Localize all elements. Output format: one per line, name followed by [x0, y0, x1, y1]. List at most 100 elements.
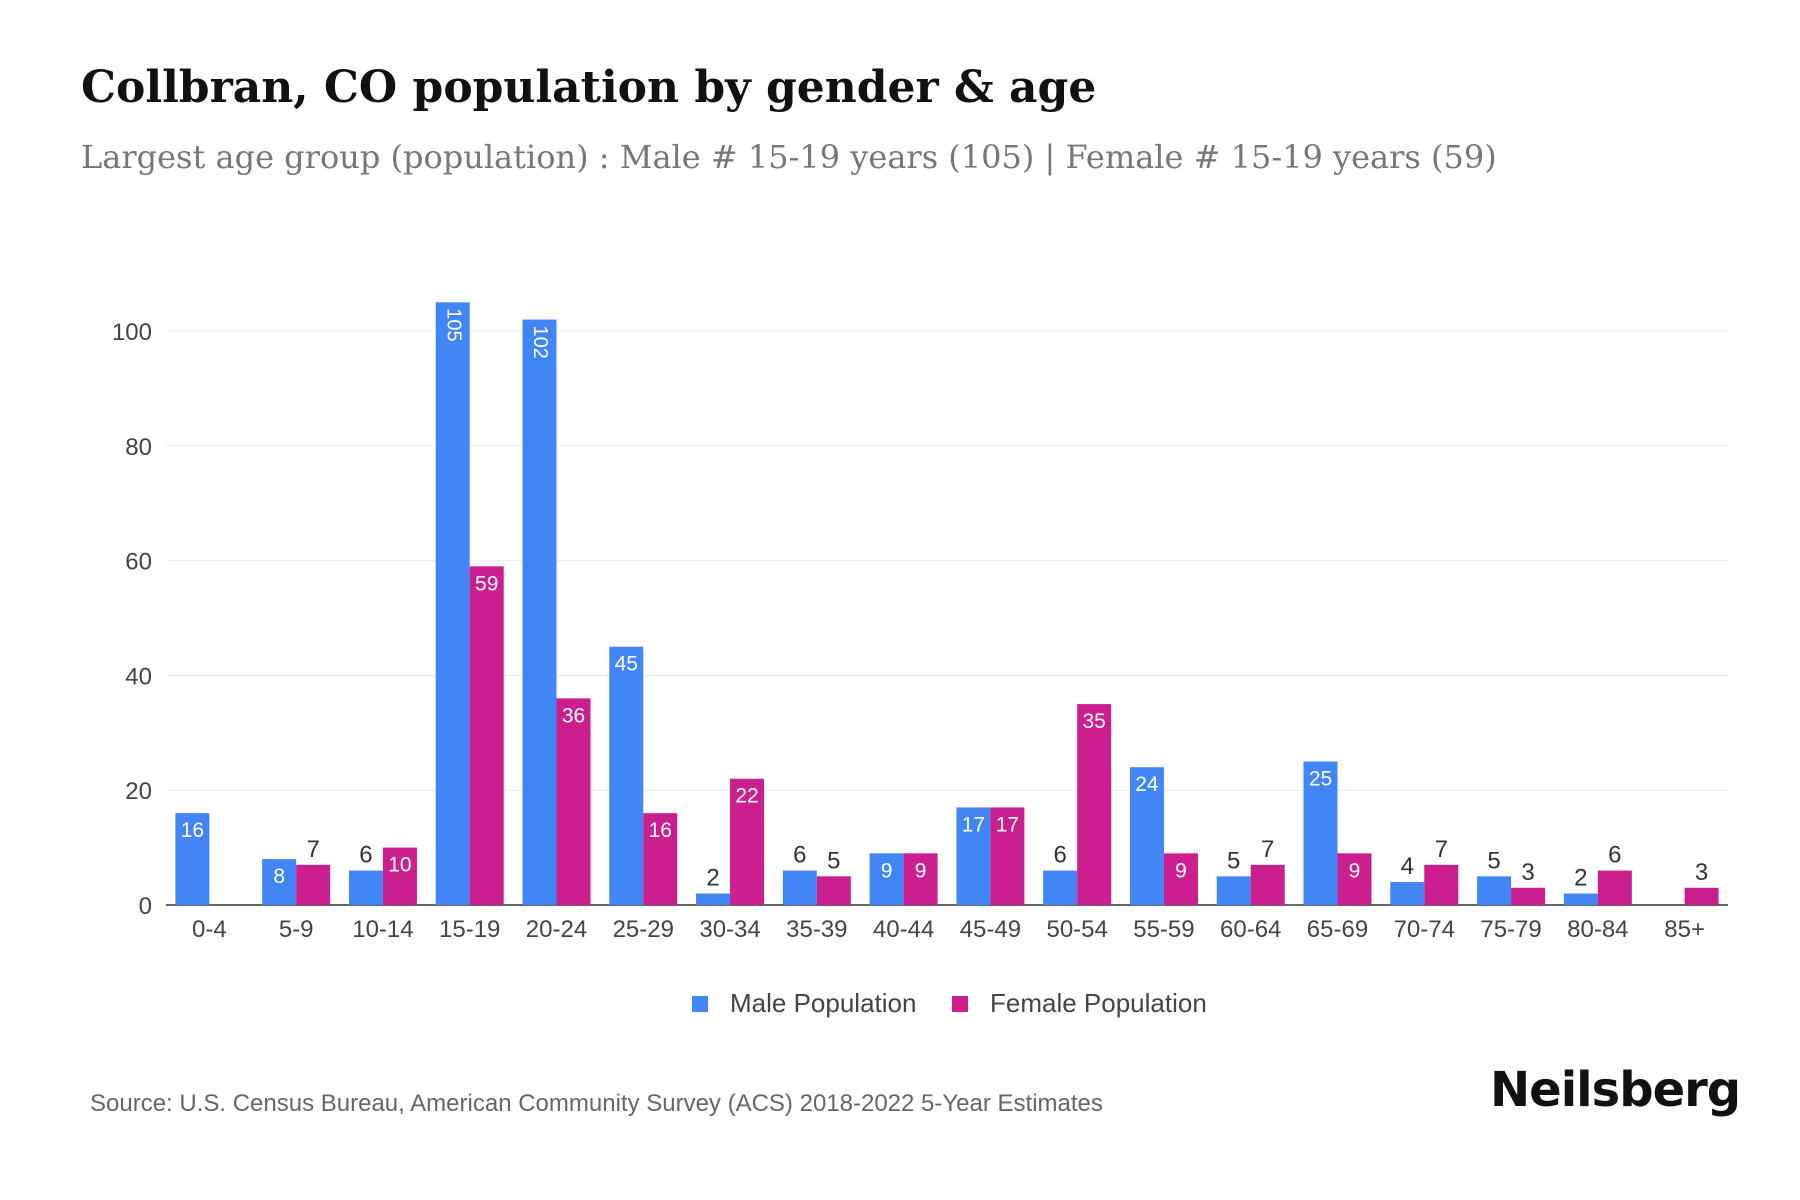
data-label: 7: [1261, 836, 1274, 863]
x-tick-label: 80-84: [1567, 916, 1628, 943]
x-tick-label: 10-14: [352, 916, 413, 943]
legend-label-female: Female Population: [990, 988, 1207, 1018]
x-tick-label: 45-49: [960, 916, 1021, 943]
data-label: 16: [649, 819, 672, 842]
data-label: 102: [529, 326, 551, 359]
bar-female: [1163, 853, 1198, 905]
chart-title: Collbran, CO population by gender & age: [81, 62, 1097, 113]
legend-item-female: Female Population: [952, 988, 1207, 1019]
bar-male: [782, 870, 817, 905]
data-label: 7: [306, 836, 319, 863]
legend-item-male: Male Population: [692, 988, 916, 1019]
data-label: 17: [962, 813, 985, 836]
data-label: 22: [735, 785, 758, 808]
neilsberg-logo: Neilsberg: [1490, 1062, 1741, 1118]
data-label: 8: [273, 865, 285, 888]
x-tick-label: 5-9: [279, 916, 314, 943]
bar-male: [262, 859, 297, 905]
bar-male: [1563, 893, 1598, 905]
bar-male: [869, 853, 904, 905]
y-tick-label: 80: [125, 434, 152, 461]
data-label: 6: [359, 842, 372, 869]
x-tick-label: 55-59: [1133, 916, 1194, 943]
bar-male: [696, 893, 731, 905]
y-tick-label: 0: [139, 893, 152, 920]
bar-male: [1303, 761, 1338, 905]
bar-female: [643, 813, 678, 905]
bar-male: [522, 319, 557, 905]
bar-male: [175, 813, 210, 905]
x-tick-label: 60-64: [1220, 916, 1281, 943]
data-label: 2: [706, 865, 719, 892]
bar-male: [348, 870, 383, 905]
x-tick-label: 15-19: [439, 916, 500, 943]
data-label: 36: [562, 704, 585, 727]
data-label: 9: [881, 859, 893, 882]
legend-label-male: Male Population: [730, 988, 917, 1018]
bar-female: [1684, 887, 1719, 905]
x-tick-label: 75-79: [1480, 916, 1541, 943]
data-label: 6: [1608, 842, 1621, 869]
bar-male: [1216, 876, 1251, 905]
y-tick-label: 60: [125, 549, 152, 576]
bar-female: [469, 566, 504, 905]
legend-swatch-female: [952, 995, 968, 1012]
bar-female: [903, 853, 938, 905]
data-label: 35: [1082, 710, 1105, 733]
x-tick-label: 30-34: [699, 916, 760, 943]
x-tick-label: 0-4: [192, 916, 227, 943]
data-label: 2: [1574, 865, 1587, 892]
x-tick-label: 65-69: [1307, 916, 1368, 943]
data-label: 5: [1487, 847, 1500, 874]
data-label: 59: [475, 572, 498, 595]
bar-female: [1250, 864, 1285, 905]
x-tick-label: 40-44: [873, 916, 934, 943]
x-tick-label: 70-74: [1394, 916, 1455, 943]
bar-female: [1077, 704, 1112, 905]
source-note: Source: U.S. Census Bureau, American Com…: [90, 1090, 1103, 1117]
data-label: 9: [1175, 859, 1187, 882]
y-tick-label: 40: [125, 663, 152, 690]
bar-female: [382, 847, 417, 905]
x-tick-label: 35-39: [786, 916, 847, 943]
data-label: 4: [1401, 853, 1414, 880]
y-tick-label: 100: [112, 319, 152, 346]
bar-male: [609, 646, 644, 905]
bar-female: [1511, 887, 1546, 905]
x-tick-label: 85+: [1664, 916, 1705, 943]
legend-swatch-male: [692, 995, 708, 1012]
bar-female: [816, 876, 851, 905]
bar-male: [435, 302, 470, 905]
data-label: 7: [1435, 836, 1448, 863]
data-label: 17: [996, 813, 1019, 836]
bar-male: [1390, 882, 1425, 905]
data-label: 5: [827, 847, 840, 874]
data-label: 24: [1135, 773, 1159, 796]
data-label: 45: [615, 653, 638, 676]
data-label: 3: [1521, 859, 1534, 886]
data-label: 5: [1227, 847, 1240, 874]
data-label: 10: [388, 854, 411, 877]
bar-female: [1597, 870, 1632, 905]
bar-female: [556, 698, 591, 905]
bar-male: [1477, 876, 1512, 905]
data-label: 9: [1349, 859, 1361, 882]
bar-female: [1424, 864, 1459, 905]
data-label: 105: [442, 308, 464, 341]
data-label: 9: [915, 859, 927, 882]
bar-female: [296, 864, 331, 905]
data-label: 6: [1053, 842, 1066, 869]
bar-female: [1337, 853, 1372, 905]
chart-subtitle: Largest age group (population) : Male # …: [81, 138, 1497, 176]
y-tick-label: 20: [125, 778, 152, 805]
bar-male: [956, 807, 991, 905]
x-tick-label: 20-24: [526, 916, 587, 943]
bar-male: [1129, 767, 1164, 905]
bar-female: [730, 778, 765, 905]
data-label: 3: [1695, 859, 1708, 886]
bar-female: [990, 807, 1025, 905]
x-tick-label: 50-54: [1046, 916, 1107, 943]
data-label: 6: [793, 842, 806, 869]
bar-male: [1043, 870, 1078, 905]
